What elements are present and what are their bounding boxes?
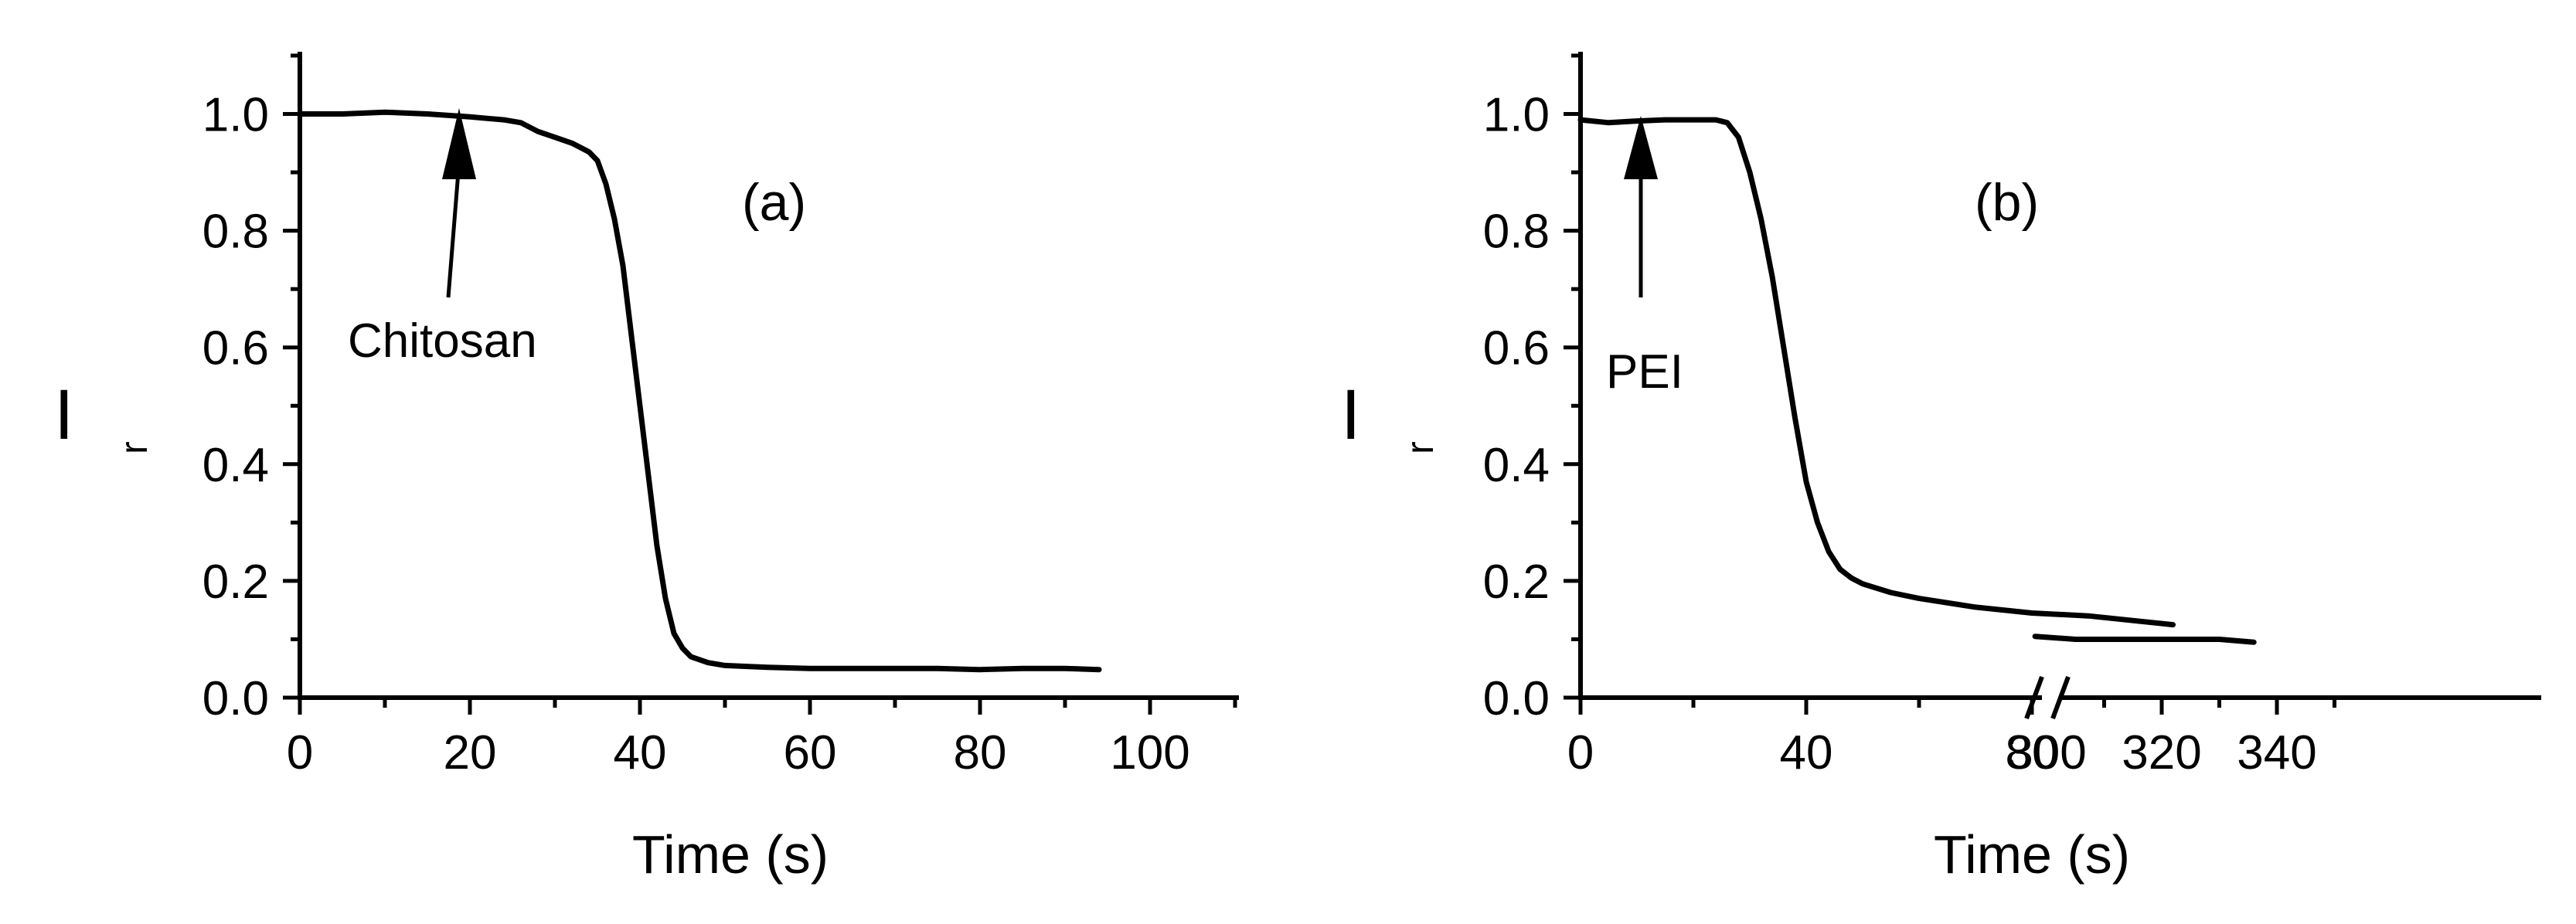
- y-tick-label-b-4: 0.8: [1483, 206, 1550, 259]
- y-tick-label-a-1: 0.2: [202, 555, 269, 609]
- y-tick-label-a-2: 0.4: [202, 439, 269, 492]
- y-axis-label-a: I: [54, 375, 74, 454]
- panel-a: I r 0.0 0.2 0.4 0.6 0.8 1.0 0 20 40 60 80 100 Chit…: [54, 52, 1239, 885]
- annotation-pei: PEI: [1606, 345, 1683, 399]
- x-tick-label-a-2: 40: [614, 726, 667, 780]
- x-tick-label-a-3: 60: [784, 726, 837, 780]
- y-tick-label-b-2: 0.4: [1483, 439, 1550, 492]
- x-tick-label-b-4: 320: [2122, 726, 2201, 780]
- y-tick-label-a-0: 0.0: [202, 672, 269, 725]
- series-line-b-1: [1577, 117, 2176, 628]
- panel-label-a: (a): [742, 173, 806, 232]
- x-tick-label-a-0: 0: [287, 726, 313, 780]
- annotation-chitosan: Chitosan: [348, 314, 537, 368]
- y-tick-label-b-3: 0.6: [1483, 322, 1550, 375]
- y-tick-label-b-0: 0.0: [1483, 672, 1550, 725]
- panel-label-b: (b): [1975, 173, 2039, 232]
- x-tick-label-b-2: 80: [2006, 726, 2059, 780]
- x-axis-label-a: Time (s): [632, 824, 829, 885]
- annotation-arrow-b: [1624, 116, 1658, 297]
- x-tick-label-b-3: 300: [2006, 726, 2086, 780]
- y-axis-label-sub-a: r: [112, 441, 155, 454]
- y-tick-label-b-5: 1.0: [1483, 89, 1550, 142]
- annotation-arrow-a: [442, 108, 476, 298]
- x-tick-label-a-4: 80: [954, 726, 1007, 780]
- x-axis-label-b: Time (s): [1934, 824, 2130, 885]
- series-line-a: [297, 109, 1102, 673]
- x-tick-label-a-5: 100: [1110, 726, 1189, 780]
- y-axis-label-sub-b: r: [1398, 441, 1441, 454]
- series-line-b-2: [2032, 634, 2257, 645]
- y-tick-label-a-4: 0.8: [202, 206, 269, 259]
- y-tick-label-a-3: 0.6: [202, 322, 269, 375]
- x-tick-label-a-1: 20: [444, 726, 497, 780]
- y-axis-label-b: I: [1341, 375, 1361, 454]
- x-tick-label-b-1: 40: [1780, 726, 1833, 780]
- y-tick-label-a-5: 1.0: [202, 89, 269, 142]
- x-tick-label-b-0: 0: [1567, 726, 1594, 780]
- axis-break-b: [2024, 675, 2071, 720]
- x-tick-label-b-5: 340: [2237, 726, 2316, 780]
- y-tick-label-b-1: 0.2: [1483, 555, 1550, 609]
